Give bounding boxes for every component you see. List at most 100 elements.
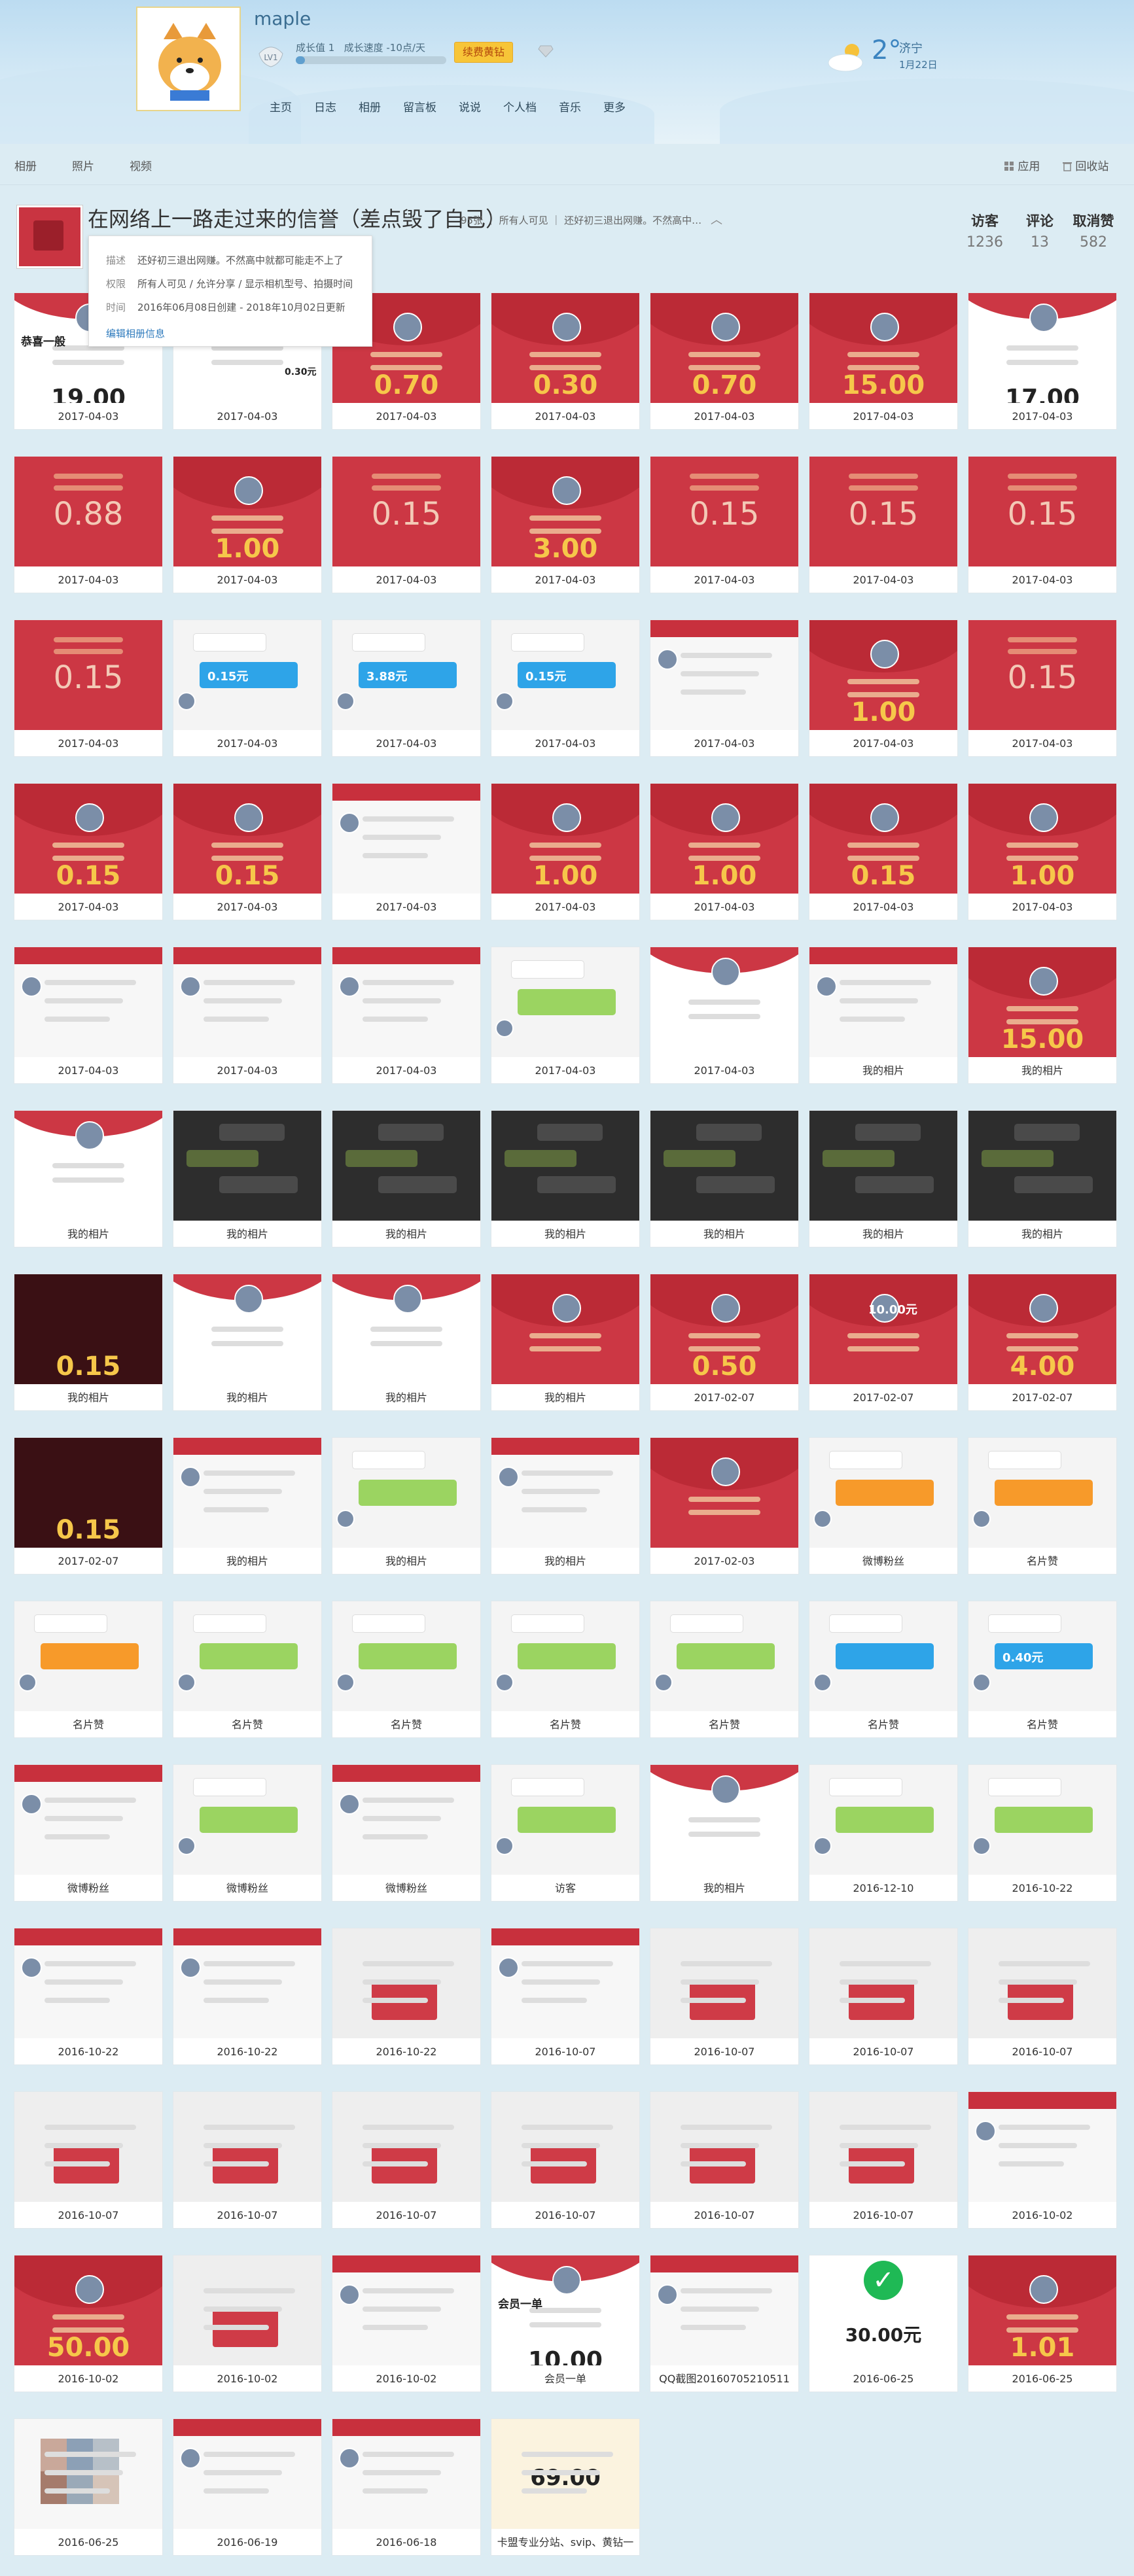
photo-item[interactable]: 2016-10-07 xyxy=(173,2092,321,2228)
album-cover[interactable] xyxy=(17,205,82,268)
photo-thumbnail[interactable] xyxy=(968,1438,1116,1548)
nav-item[interactable]: 主页 xyxy=(270,101,292,114)
photo-thumbnail[interactable]: 0.70 xyxy=(650,293,798,403)
photo-item[interactable]: 会员一单 10.00 会员一单 xyxy=(491,2255,639,2392)
photo-item[interactable]: 2016-10-22 xyxy=(968,1765,1116,1901)
caret-up-icon[interactable]: ︿ xyxy=(711,213,722,227)
nav-item[interactable]: 更多 xyxy=(603,101,626,114)
photo-thumbnail[interactable] xyxy=(173,1274,321,1384)
photo-thumbnail[interactable] xyxy=(491,947,639,1057)
photo-thumbnail[interactable]: 4.00 xyxy=(968,1274,1116,1384)
photo-item[interactable]: 微博粉丝 xyxy=(173,1765,321,1901)
photo-thumbnail[interactable] xyxy=(650,1111,798,1221)
photo-item[interactable]: 2017-02-03 xyxy=(650,1438,798,1574)
photo-thumbnail[interactable] xyxy=(332,1111,480,1221)
photo-thumbnail[interactable]: 0.15 xyxy=(173,784,321,894)
photo-item[interactable]: 2016-06-25 xyxy=(14,2419,162,2555)
photo-item[interactable]: 0.15 2017-04-03 xyxy=(809,457,957,593)
photo-thumbnail[interactable]: 1.00 xyxy=(809,620,957,730)
photo-thumbnail[interactable] xyxy=(491,1928,639,2038)
photo-thumbnail[interactable] xyxy=(809,1438,957,1548)
photo-thumbnail[interactable]: 15.00 xyxy=(809,293,957,403)
photo-thumbnail[interactable]: 0.30 xyxy=(491,293,639,403)
edit-album-info-link[interactable]: 编辑相册信息 xyxy=(106,328,166,339)
photo-thumbnail[interactable] xyxy=(14,1601,162,1711)
photo-thumbnail[interactable] xyxy=(173,2255,321,2365)
photo-thumbnail[interactable] xyxy=(491,1765,639,1875)
photo-thumbnail[interactable] xyxy=(491,1111,639,1221)
username[interactable]: maple xyxy=(254,8,311,29)
photo-thumbnail[interactable]: 0.70 xyxy=(332,293,480,403)
photo-item[interactable]: 0.15 2017-04-03 xyxy=(809,784,957,920)
photo-item[interactable]: 微博粉丝 xyxy=(14,1765,162,1901)
photo-thumbnail[interactable] xyxy=(332,947,480,1057)
photo-thumbnail[interactable]: 3.88元 xyxy=(332,620,480,730)
photo-item[interactable]: 我的相片 xyxy=(491,1274,639,1410)
tab-videos[interactable]: 视频 xyxy=(130,160,152,173)
photo-item[interactable]: 0.40元 名片赞 xyxy=(968,1601,1116,1737)
photo-thumbnail[interactable] xyxy=(491,1601,639,1711)
photo-item[interactable]: 1.00 2017-04-03 xyxy=(809,620,957,756)
photo-thumbnail[interactable] xyxy=(650,2092,798,2202)
photo-item[interactable]: 2016-10-22 xyxy=(14,1928,162,2064)
photo-thumbnail[interactable] xyxy=(491,1438,639,1548)
photo-item[interactable]: 50.00 2016-10-02 xyxy=(14,2255,162,2392)
photo-thumbnail[interactable] xyxy=(173,2419,321,2529)
photo-item[interactable]: 4.00 2017-02-07 xyxy=(968,1274,1116,1410)
photo-thumbnail[interactable] xyxy=(173,2092,321,2202)
photo-item[interactable]: 2016-10-07 xyxy=(491,1928,639,2064)
photo-thumbnail[interactable]: 69.00 xyxy=(491,2419,639,2529)
photo-thumbnail[interactable] xyxy=(809,1601,957,1711)
photo-thumbnail[interactable] xyxy=(650,2255,798,2365)
photo-thumbnail[interactable]: 0.15 xyxy=(14,1438,162,1548)
photo-thumbnail[interactable] xyxy=(809,1765,957,1875)
photo-item[interactable]: 69.00 卡盟专业分站、svip、黄钻一 xyxy=(491,2419,639,2555)
photo-thumbnail[interactable] xyxy=(173,1928,321,2038)
photo-item[interactable]: 1.01 2016-06-25 xyxy=(968,2255,1116,2392)
photo-thumbnail[interactable]: 0.15 xyxy=(14,1274,162,1384)
photo-thumbnail[interactable]: 3.00 xyxy=(491,457,639,566)
photo-item[interactable]: 我的相片 xyxy=(650,1111,798,1247)
photo-thumbnail[interactable]: 0.88 xyxy=(14,457,162,566)
photo-thumbnail[interactable] xyxy=(14,1111,162,1221)
photo-item[interactable]: 我的相片 xyxy=(332,1111,480,1247)
photo-item[interactable]: 我的相片 xyxy=(332,1274,480,1410)
photo-thumbnail[interactable]: 0.15元 xyxy=(173,620,321,730)
photo-thumbnail[interactable]: 0.15 xyxy=(14,784,162,894)
photo-item[interactable]: 2016-06-18 xyxy=(332,2419,480,2555)
photo-item[interactable]: 名片赞 xyxy=(173,1601,321,1737)
photo-thumbnail[interactable]: 1.00 xyxy=(968,784,1116,894)
photo-item[interactable]: 2017-04-03 xyxy=(650,620,798,756)
photo-item[interactable]: 访客 xyxy=(491,1765,639,1901)
nav-item[interactable]: 日志 xyxy=(314,101,336,114)
photo-item[interactable]: 2016-10-02 xyxy=(968,2092,1116,2228)
photo-item[interactable]: 0.70 2017-04-03 xyxy=(332,293,480,429)
photo-item[interactable]: 0.70 2017-04-03 xyxy=(650,293,798,429)
photo-item[interactable]: 我的相片 xyxy=(14,1111,162,1247)
photo-item[interactable]: 2017-04-03 xyxy=(14,947,162,1083)
photo-thumbnail[interactable] xyxy=(650,1601,798,1711)
photo-thumbnail[interactable] xyxy=(173,947,321,1057)
photo-thumbnail[interactable] xyxy=(332,1765,480,1875)
photo-item[interactable]: 0.15 2017-04-03 xyxy=(332,457,480,593)
photo-thumbnail[interactable] xyxy=(650,1765,798,1875)
photo-item[interactable]: 0.15 2017-04-03 xyxy=(968,457,1116,593)
photo-item[interactable]: 我的相片 xyxy=(809,1111,957,1247)
photo-item[interactable]: 我的相片 xyxy=(332,1438,480,1574)
photo-thumbnail[interactable] xyxy=(332,1438,480,1548)
photo-item[interactable]: 17.00 2017-04-03 xyxy=(968,293,1116,429)
photo-thumbnail[interactable] xyxy=(968,1111,1116,1221)
nav-item[interactable]: 说说 xyxy=(459,101,481,114)
photo-item[interactable]: 我的相片 xyxy=(491,1438,639,1574)
photo-item[interactable]: 2016-10-07 xyxy=(809,1928,957,2064)
photo-thumbnail[interactable]: 1.00 xyxy=(173,457,321,566)
photo-thumbnail[interactable] xyxy=(809,1928,957,2038)
photo-item[interactable]: 1.00 2017-04-03 xyxy=(968,784,1116,920)
photo-item[interactable]: 0.15 我的相片 xyxy=(14,1274,162,1410)
stat-unlike[interactable]: 取消赞 582 xyxy=(1064,211,1123,251)
photo-thumbnail[interactable] xyxy=(809,2092,957,2202)
photo-item[interactable]: 2016-10-07 xyxy=(491,2092,639,2228)
photo-item[interactable]: 2016-10-07 xyxy=(968,1928,1116,2064)
photo-thumbnail[interactable] xyxy=(14,2092,162,2202)
photo-thumbnail[interactable] xyxy=(809,947,957,1057)
